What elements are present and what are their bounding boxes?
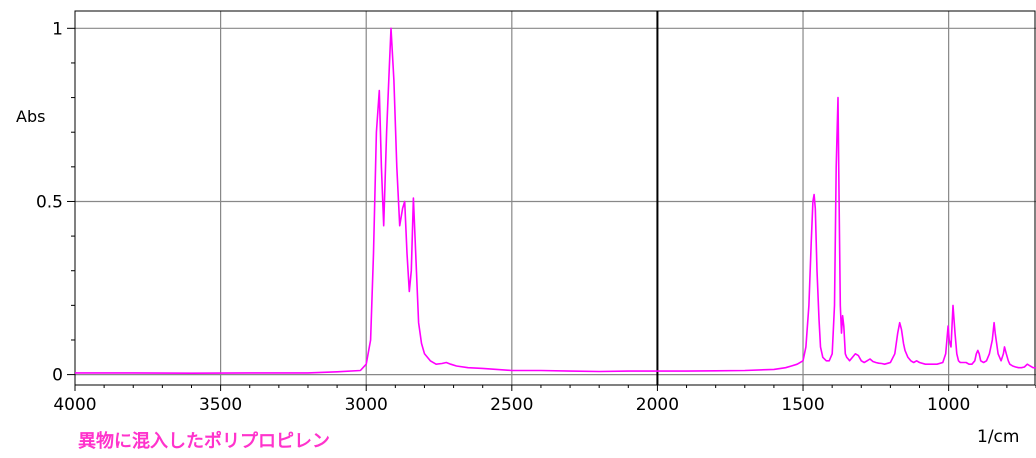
y-tick-label: 0	[52, 366, 63, 386]
grid	[75, 11, 1036, 385]
ticks: 4000 3500 3000 2500 2000 1500 1000 0 0.5 1	[36, 19, 1036, 415]
x-tick-label: 1000	[927, 395, 970, 415]
x-tick-label: 2000	[636, 395, 679, 415]
x-tick-label: 1500	[781, 395, 824, 415]
y-axis-label: Abs	[16, 107, 45, 126]
x-tick-label: 3500	[199, 395, 242, 415]
y-tick-label: 0.5	[36, 192, 63, 212]
axes	[74, 10, 1036, 386]
chart-caption: 異物に混入したポリプロピレン	[78, 430, 330, 452]
x-tick-label: 3000	[345, 395, 388, 415]
series-layer	[75, 27, 1036, 375]
x-tick-label: 4000	[53, 395, 96, 415]
x-tick-label: 2500	[490, 395, 533, 415]
series-line	[75, 27, 1036, 375]
x-axis-unit-label: 1/cm	[977, 427, 1019, 447]
plot-frame	[74, 10, 1036, 386]
y-tick-label: 1	[52, 19, 63, 39]
